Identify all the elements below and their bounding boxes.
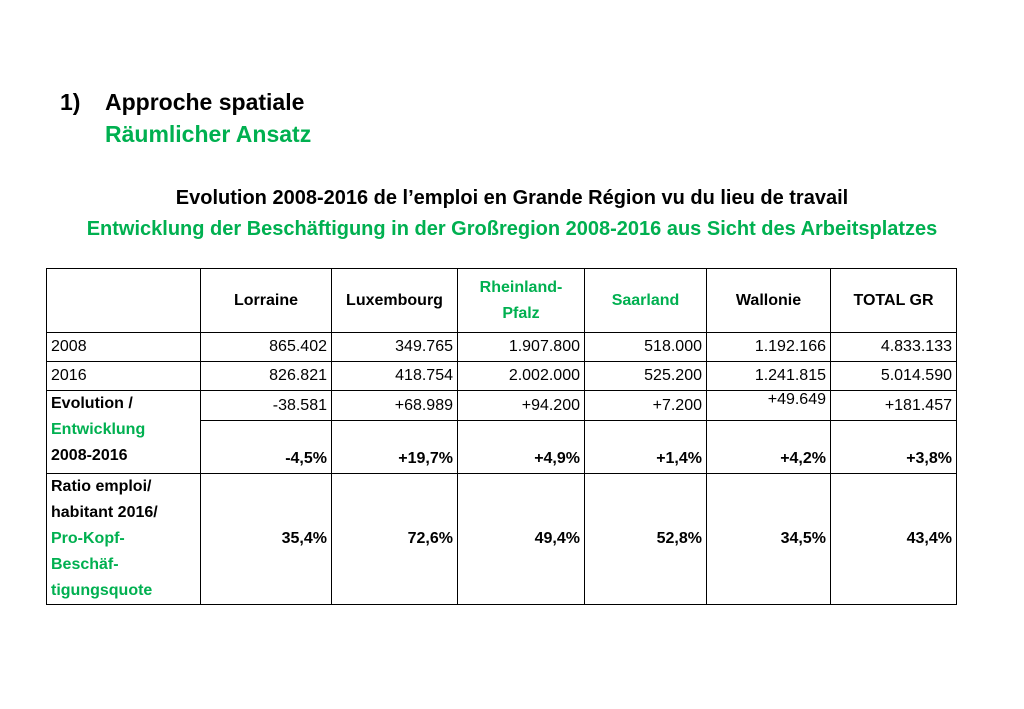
evolution-label: Evolution / Entwicklung 2008-2016 bbox=[46, 390, 201, 474]
section-title-de: Räumlicher Ansatz bbox=[105, 121, 312, 147]
row-ratio: Ratio emploi/ habitant 2016/ Pro-Kopf- B… bbox=[46, 473, 957, 605]
ratio-label: Ratio emploi/ habitant 2016/ Pro-Kopf- B… bbox=[46, 473, 201, 605]
cell-saarland: 52,8% bbox=[584, 473, 707, 605]
cell-lorraine: 865.402 bbox=[200, 332, 332, 362]
row-2016: 2016 826.821 418.754 2.002.000 525.200 1… bbox=[46, 361, 957, 391]
ratio-label-fr-2: habitant 2016/ bbox=[51, 504, 158, 521]
ratio-label-fr-1: Ratio emploi/ bbox=[51, 478, 152, 495]
cell-rheinland-pfalz: 2.002.000 bbox=[457, 361, 585, 391]
cell-total-gr: 5.014.590 bbox=[830, 361, 957, 391]
cell-wallonie: +4,2% bbox=[706, 420, 831, 474]
header-saarland: Saarland bbox=[584, 268, 707, 333]
cell-wallonie: 1.192.166 bbox=[706, 332, 831, 362]
cell-luxembourg: 72,6% bbox=[331, 473, 458, 605]
evolution-label-period: 2008-2016 bbox=[51, 447, 128, 464]
table-title-fr: Evolution 2008-2016 de l’emploi en Grand… bbox=[175, 187, 849, 209]
header-luxembourg: Luxembourg bbox=[331, 268, 458, 333]
row-evolution-percent: -4,5% +19,7% +4,9% +1,4% +4,2% +3,8% bbox=[47, 420, 957, 474]
cell-lorraine: 826.821 bbox=[200, 361, 332, 391]
row-evolution-absolute: Evolution / Entwicklung 2008-2016 -38.58… bbox=[46, 390, 957, 474]
employment-table: Lorraine Luxembourg Rheinland-Pfalz Saar… bbox=[46, 268, 957, 605]
section-title-fr: Approche spatiale bbox=[105, 89, 305, 115]
ratio-label-de-2: Beschäf- bbox=[51, 556, 119, 573]
ratio-label-de-1: Pro-Kopf- bbox=[51, 530, 125, 547]
cell-total-gr: 43,4% bbox=[830, 473, 957, 605]
evolution-label-fr: Evolution / bbox=[51, 395, 133, 412]
section-number: 1) bbox=[60, 89, 81, 115]
cell-wallonie: 1.241.815 bbox=[706, 361, 831, 391]
ratio-label-de-3: tigungsquote bbox=[51, 582, 153, 599]
evolution-label-de: Entwicklung bbox=[51, 421, 146, 438]
cell-saarland: +1,4% bbox=[584, 420, 707, 474]
cell-luxembourg: +19,7% bbox=[331, 420, 458, 474]
cell-total-gr: +181.457 bbox=[830, 390, 957, 421]
header-corner bbox=[46, 268, 201, 333]
cell-lorraine: 35,4% bbox=[200, 473, 332, 605]
header-wallonie: Wallonie bbox=[706, 268, 831, 333]
cell-wallonie: 34,5% bbox=[706, 473, 831, 605]
header-row: Lorraine Luxembourg Rheinland-Pfalz Saar… bbox=[46, 268, 957, 333]
cell-total-gr: +3,8% bbox=[830, 420, 957, 474]
cell-rheinland-pfalz: 49,4% bbox=[457, 473, 585, 605]
header-lorraine: Lorraine bbox=[200, 268, 332, 333]
cell-luxembourg: 418.754 bbox=[331, 361, 458, 391]
cell-saarland: 525.200 bbox=[584, 361, 707, 391]
table-title-de: Entwicklung der Beschäftigung in der Gro… bbox=[86, 218, 938, 240]
row-label: 2008 bbox=[46, 332, 201, 362]
cell-saarland: 518.000 bbox=[584, 332, 707, 362]
cell-lorraine: -38.581 bbox=[200, 390, 332, 421]
cell-rheinland-pfalz: +4,9% bbox=[457, 420, 585, 474]
cell-luxembourg: 349.765 bbox=[331, 332, 458, 362]
row-label: 2016 bbox=[46, 361, 201, 391]
header-rheinland-pfalz: Rheinland-Pfalz bbox=[457, 268, 585, 333]
cell-saarland: +7.200 bbox=[584, 390, 707, 421]
cell-total-gr: 4.833.133 bbox=[830, 332, 957, 362]
header-total-gr: TOTAL GR bbox=[830, 268, 957, 333]
cell-rheinland-pfalz: +94.200 bbox=[457, 390, 585, 421]
cell-rheinland-pfalz: 1.907.800 bbox=[457, 332, 585, 362]
cell-lorraine: -4,5% bbox=[200, 420, 332, 474]
cell-wallonie: +49.649 bbox=[706, 390, 831, 421]
cell-luxembourg: +68.989 bbox=[331, 390, 458, 421]
row-2008: 2008 865.402 349.765 1.907.800 518.000 1… bbox=[46, 332, 957, 362]
